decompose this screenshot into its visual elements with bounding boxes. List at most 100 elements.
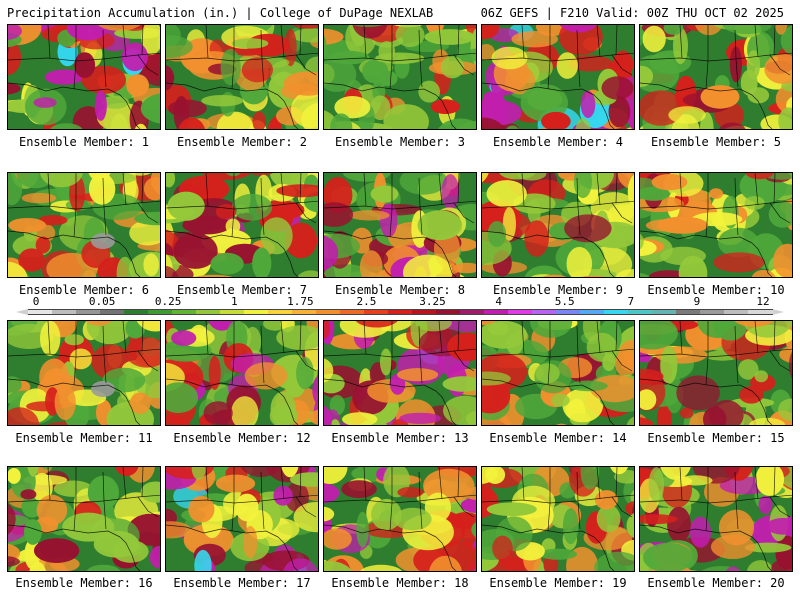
precip-field [8, 467, 160, 571]
colorbar-swatch [76, 309, 101, 315]
colorbar-swatch [148, 309, 173, 315]
precip-field [482, 173, 634, 277]
precip-field [324, 173, 476, 277]
ensemble-map-panel [481, 320, 635, 426]
colorbar-swatch [556, 309, 581, 315]
colorbar-tick-label: 4 [495, 295, 502, 308]
precip-field [640, 173, 792, 277]
ensemble-map-panel [481, 172, 635, 278]
member-caption: Ensemble Member: 7 [176, 283, 308, 297]
precip-field [640, 25, 792, 129]
precip-field [166, 25, 318, 129]
member-caption: Ensemble Member: 12 [173, 431, 311, 445]
colorbar-swatch [268, 309, 293, 315]
colorbar-swatch [628, 309, 653, 315]
ensemble-map-panel [481, 466, 635, 572]
member-caption: Ensemble Member: 20 [647, 576, 785, 590]
colorbar-swatch [532, 309, 557, 315]
member-caption: Ensemble Member: 6 [18, 283, 150, 297]
colorbar-right-arrow [772, 309, 784, 315]
ensemble-map-panel [7, 24, 161, 130]
ensemble-map-panel [165, 24, 319, 130]
colorbar-tick-label: 0.05 [88, 295, 116, 308]
member-caption: Ensemble Member: 8 [334, 283, 466, 297]
ensemble-map-panel [7, 466, 161, 572]
colorbar-swatch [652, 309, 677, 315]
member-caption: Ensemble Member: 15 [647, 431, 785, 445]
colorbar-swatch [220, 309, 245, 315]
precip-field [324, 25, 476, 129]
colorbar-swatch [508, 309, 533, 315]
colorbar-swatch [100, 309, 125, 315]
member-caption: Ensemble Member: 4 [492, 135, 624, 149]
member-caption: Ensemble Member: 3 [334, 135, 466, 149]
member-caption: Ensemble Member: 10 [647, 283, 785, 297]
colorbar-swatch [124, 309, 149, 315]
member-caption: Ensemble Member: 17 [173, 576, 311, 590]
precip-field [166, 321, 318, 425]
ensemble-map-panel [481, 24, 635, 130]
member-caption: Ensemble Member: 18 [331, 576, 469, 590]
colorbar-swatch [724, 309, 749, 315]
ensemble-map-panel [323, 466, 477, 572]
colorbar-swatch [676, 309, 701, 315]
ensemble-map-panel [165, 172, 319, 278]
ensemble-map-panel [323, 24, 477, 130]
colorbar-swatch [292, 309, 317, 315]
ensemble-map-panel [165, 320, 319, 426]
colorbar-tick-label: 7 [627, 295, 635, 308]
colorbar-tick-label: 1 [230, 295, 238, 308]
colorbar-swatch [412, 309, 437, 315]
colorbar-tick-label: 1.75 [287, 295, 314, 308]
member-caption: Ensemble Member: 16 [15, 576, 153, 590]
ensemble-map-panel [639, 320, 793, 426]
colorbar-tick-label: 3.25 [419, 295, 446, 308]
colorbar-tick-label: 9 [693, 295, 701, 308]
colorbar-swatch [748, 309, 773, 315]
colorbar-tick-label: 2.5 [356, 295, 377, 308]
colorbar-swatch [388, 309, 413, 315]
precip-field [640, 321, 792, 425]
member-caption: Ensemble Member: 5 [650, 135, 782, 149]
ensemble-map-panel [639, 466, 793, 572]
colorbar-swatch [52, 309, 77, 315]
colorbar-swatch [604, 309, 629, 315]
precip-field [166, 173, 318, 277]
chart-title-left: Precipitation Accumulation (in.) | Colle… [7, 6, 434, 20]
precip-field [482, 321, 634, 425]
precip-colorbar: 0 0.05 0.25 1 1.75 2.5 3.25 4 5.5 7 9 12 [0, 296, 800, 318]
precip-field [324, 321, 476, 425]
colorbar-swatch [460, 309, 485, 315]
ensemble-map-panel [323, 320, 477, 426]
ensemble-map-panel [639, 24, 793, 130]
colorbar-swatch [172, 309, 197, 315]
member-caption: Ensemble Member: 9 [492, 283, 624, 297]
colorbar-swatch [484, 309, 509, 315]
colorbar-swatch [196, 309, 221, 315]
member-caption: Ensemble Member: 13 [331, 431, 469, 445]
colorbar-swatch [364, 309, 389, 315]
precip-field [8, 25, 160, 129]
ensemble-map-panel [323, 172, 477, 278]
precip-field [640, 467, 792, 571]
colorbar-left-arrow [16, 309, 28, 315]
ensemble-map-panel [639, 172, 793, 278]
member-caption: Ensemble Member: 11 [15, 431, 153, 445]
precip-field [166, 467, 318, 571]
precip-field [482, 25, 634, 129]
colorbar-swatch [316, 309, 341, 315]
colorbar-swatch [28, 309, 53, 315]
member-caption: Ensemble Member: 14 [489, 431, 627, 445]
precip-field [8, 173, 160, 277]
chart-title-right: 06Z GEFS | F210 Valid: 00Z THU OCT 02 20… [480, 6, 784, 20]
precip-field [482, 467, 634, 571]
precip-field [324, 467, 476, 571]
member-caption: Ensemble Member: 19 [489, 576, 627, 590]
precip-field [8, 321, 160, 425]
colorbar-tick-label: 0 [32, 295, 40, 308]
ensemble-map-panel [7, 172, 161, 278]
ensemble-map-panel [7, 320, 161, 426]
colorbar-swatch [436, 309, 461, 315]
colorbar-swatch [244, 309, 269, 315]
member-caption: Ensemble Member: 2 [176, 135, 308, 149]
